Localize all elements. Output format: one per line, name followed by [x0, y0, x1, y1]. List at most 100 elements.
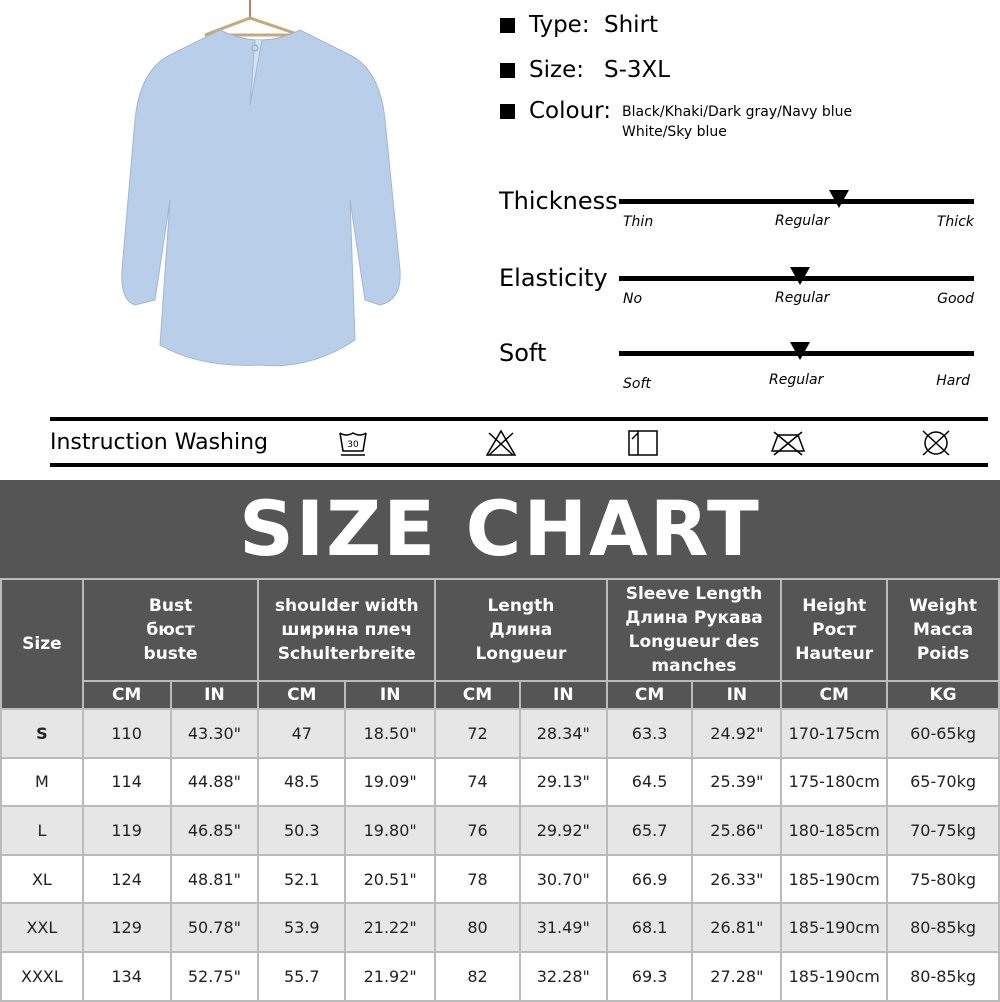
table-cell: 185-190cm [780, 902, 889, 953]
bullet-icon [500, 104, 515, 119]
unit-header: IN [691, 680, 783, 710]
table-cell: 53.9 [257, 902, 347, 953]
header-line: Рост [812, 620, 857, 640]
table-cell: 52.75" [169, 950, 260, 1002]
header-line: Poids [916, 644, 970, 664]
column-group-header: shoulder width ширина плеч Schulterbreite [257, 578, 437, 682]
table-cell: 28.34" [518, 708, 608, 759]
size-chart-title: SIZE CHART [0, 480, 1000, 578]
table-cell: XL [0, 853, 84, 905]
table-cell: 80 [434, 902, 521, 953]
table-cell: 66.9 [605, 853, 694, 905]
table-cell: 80-85kg [886, 902, 1000, 953]
table-cell: 29.13" [518, 756, 608, 808]
unit-header: CM [434, 680, 521, 710]
table-cell: 43.30" [169, 708, 260, 759]
table-cell: XXXL [0, 950, 84, 1002]
unit-header: KG [886, 680, 1000, 710]
colour-line2: White/Sky blue [622, 124, 727, 140]
header-line: Bust [148, 596, 193, 616]
size-chart-table: Size Bust бюст buste shoulder width ширина пл… [0, 578, 1000, 1002]
header-line: ширина плеч [281, 620, 413, 640]
do-not-iron-icon [770, 431, 806, 456]
size-value: S-3XL [604, 57, 671, 83]
table-cell: 46.85" [169, 805, 260, 856]
header-line: Weight [909, 596, 978, 616]
table-cell: 29.92" [518, 805, 608, 856]
header-line: Hauteur [795, 644, 874, 664]
table-cell: 68.1 [605, 902, 694, 953]
table-cell: 50.3 [257, 805, 347, 856]
scale-marker-icon [790, 342, 811, 360]
unit-header: CM [780, 680, 889, 710]
scale-label: Thickness [499, 187, 618, 215]
table-cell: 50.78" [169, 902, 260, 953]
table-cell: 65.7 [605, 805, 694, 856]
table-cell: 70-75kg [886, 805, 1000, 856]
table-cell: 26.33" [691, 853, 783, 905]
table-cell: 55.7 [257, 950, 347, 1002]
table-cell: 65-70kg [886, 756, 1000, 808]
header-line: Длина Рукава [625, 608, 763, 628]
unit-header: IN [344, 680, 437, 710]
unit-header: CM [605, 680, 694, 710]
table-cell: 48.5 [257, 756, 347, 808]
spec-colour: Colour: Black/Khaki/Dark gray/Navy blue Wh… [500, 98, 852, 142]
column-group-header: Weight Macca Poids [886, 578, 1000, 682]
scale-mid: Regular [775, 290, 830, 306]
column-group-header: Height Рост Hauteur [780, 578, 889, 682]
table-cell: 82 [434, 950, 521, 1002]
scale-label: Elasticity [499, 264, 608, 292]
header-line: Schulterbreite [277, 644, 416, 664]
header-line: Macca [913, 620, 974, 640]
table-cell: 175-180cm [780, 756, 889, 808]
table-cell: 25.86" [691, 805, 783, 856]
table-cell: 19.80" [344, 805, 437, 856]
scale-mid: Regular [775, 213, 830, 229]
table-cell: 21.92" [344, 950, 437, 1002]
table-cell: 63.3 [605, 708, 694, 759]
scale-max: Thick [936, 214, 974, 230]
scale-marker-icon [790, 267, 811, 285]
header-line: бюст [146, 620, 195, 640]
table-cell: 21.22" [344, 902, 437, 953]
header-line: manches [651, 656, 737, 676]
table-cell: 76 [434, 805, 521, 856]
table-cell: 119 [81, 805, 172, 856]
table-row: M 114 44.88" 48.5 19.09" 74 29.13" 64.5 25.39" 17… [0, 756, 1000, 808]
header-line: Longueur des [628, 632, 760, 652]
spec-size: Size: S-3XL [500, 57, 670, 83]
bullet-icon [500, 17, 515, 33]
colour-line1: Black/Khaki/Dark gray/Navy blue [622, 104, 853, 120]
table-row: XXL 129 50.78" 53.9 21.22" 80 31.49" 68.1 26.81"… [0, 902, 1000, 953]
table-cell: 31.49" [518, 902, 608, 953]
table-cell: 18.50" [344, 708, 437, 759]
scale-mid: Regular [769, 372, 824, 388]
table-cell: 80-85kg [886, 950, 1000, 1002]
table-cell: L [0, 805, 84, 856]
unit-header: IN [169, 680, 260, 710]
header-line: shoulder width [274, 596, 419, 616]
table-cell: 185-190cm [780, 853, 889, 905]
unit-header: IN [518, 680, 608, 710]
scale-max: Hard [936, 373, 970, 389]
table-cell: XXL [0, 902, 84, 953]
table-cell: 78 [434, 853, 521, 905]
table-cell: 114 [81, 756, 172, 808]
table-cell: 75-80kg [886, 853, 1000, 905]
scale-bar [619, 199, 974, 204]
table-cell: 19.09" [344, 756, 437, 808]
table-cell: 69.3 [605, 950, 694, 1002]
table-cell: 134 [81, 950, 172, 1002]
table-cell: 32.28" [518, 950, 608, 1002]
svg-text:30: 30 [347, 440, 359, 450]
table-cell: 30.70" [518, 853, 608, 905]
table-cell: 74 [434, 756, 521, 808]
scale-min: Thin [623, 214, 654, 230]
table-cell: 44.88" [169, 756, 260, 808]
column-group-header: Length Длина Longueur [434, 578, 608, 682]
table-cell: 124 [81, 853, 172, 905]
table-row: L 119 46.85" 50.3 19.80" 76 29.92" 65.7 25.86" 18… [0, 805, 1000, 856]
column-group-header: Sleeve Length Длина Рукава Longueur des man… [605, 578, 783, 682]
table-cell: 26.81" [691, 902, 783, 953]
